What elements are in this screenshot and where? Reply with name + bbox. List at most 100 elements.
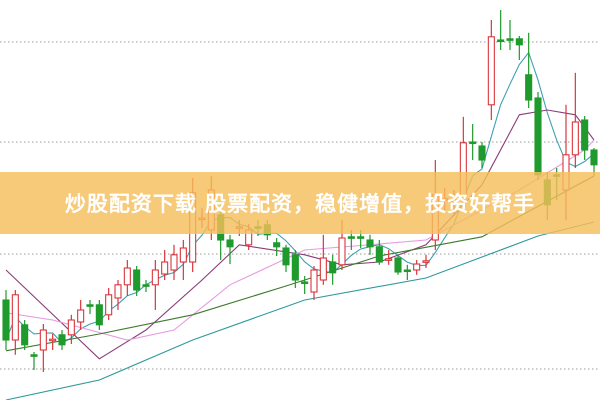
candle-body xyxy=(77,309,85,323)
candle xyxy=(142,280,150,292)
candle-body xyxy=(338,237,346,266)
candle-body xyxy=(291,254,299,281)
candle xyxy=(581,116,589,160)
candle-body xyxy=(49,338,57,342)
candle xyxy=(30,352,38,370)
candle-body xyxy=(226,239,234,248)
candle xyxy=(366,234,374,255)
candle-body xyxy=(469,141,477,145)
candle xyxy=(310,266,318,300)
candle xyxy=(301,276,309,294)
candle-body xyxy=(329,261,337,274)
candle xyxy=(161,250,169,280)
ma5-line xyxy=(5,51,595,344)
candle xyxy=(11,290,19,355)
candle-body xyxy=(301,281,309,285)
candle-body xyxy=(506,38,514,41)
candle xyxy=(114,280,122,310)
candle xyxy=(133,266,141,296)
candle-body xyxy=(497,39,505,43)
candle-body xyxy=(413,263,421,271)
candle xyxy=(151,260,159,310)
candle xyxy=(282,244,290,272)
candle xyxy=(39,324,47,372)
candle xyxy=(487,20,495,120)
candle-body xyxy=(282,247,290,266)
candle xyxy=(95,300,103,330)
promo-banner: 炒股配资下载 股票配资，稳健增值，投资好帮手 xyxy=(0,172,600,234)
candle-body xyxy=(571,121,579,156)
candle xyxy=(394,254,402,275)
candle-body xyxy=(534,97,542,176)
ma10-line xyxy=(5,109,595,360)
candle-body xyxy=(310,269,318,293)
candle xyxy=(2,290,10,350)
candle-body xyxy=(133,269,141,291)
candle-body xyxy=(385,258,393,261)
candle xyxy=(67,314,75,344)
candle-body xyxy=(67,319,75,336)
ma60-line xyxy=(5,221,595,400)
banner-text: 炒股配资下载 股票配资，稳健增值，投资好帮手 xyxy=(64,192,536,216)
candle xyxy=(105,288,113,320)
candle xyxy=(179,240,187,280)
candle xyxy=(21,320,29,350)
candle-body xyxy=(525,74,533,101)
candle-body xyxy=(39,329,47,351)
candle-body xyxy=(581,119,589,151)
candle-body xyxy=(478,145,486,161)
candle xyxy=(571,72,579,168)
candle-body xyxy=(319,257,327,281)
candle xyxy=(497,10,505,50)
candle-body xyxy=(11,294,19,341)
candle-body xyxy=(2,299,10,341)
candle xyxy=(375,240,383,265)
candle-body xyxy=(21,324,29,346)
candle-body xyxy=(515,38,523,46)
candle-body xyxy=(114,284,122,299)
ma20-line xyxy=(5,139,595,341)
ma30-line xyxy=(5,175,595,352)
candle xyxy=(506,20,514,50)
candle-body xyxy=(422,260,430,263)
candle-body xyxy=(366,239,374,248)
candle-body xyxy=(58,334,66,346)
candle-body xyxy=(347,236,355,239)
candle xyxy=(525,32,533,108)
candle xyxy=(77,300,85,330)
candle-body xyxy=(375,246,383,263)
candle xyxy=(49,334,57,350)
candle-body xyxy=(487,36,495,106)
candle xyxy=(422,254,430,268)
candle xyxy=(273,238,281,256)
candle-body xyxy=(86,304,94,307)
candle xyxy=(478,142,486,168)
candle xyxy=(413,260,421,275)
candle xyxy=(403,264,411,280)
candle xyxy=(291,250,299,288)
candle xyxy=(329,254,337,285)
candle xyxy=(534,92,542,180)
candle xyxy=(226,234,234,264)
candle-body xyxy=(590,149,598,166)
candle xyxy=(170,244,178,280)
candle xyxy=(319,234,327,285)
candle-body xyxy=(161,261,169,275)
candle-body xyxy=(142,284,150,287)
candle xyxy=(123,260,131,296)
candle-body xyxy=(403,269,411,273)
moving-average-lines xyxy=(5,51,595,400)
candle-body xyxy=(357,236,365,239)
candle xyxy=(86,300,94,314)
candle-body xyxy=(170,254,178,271)
candle xyxy=(385,250,393,265)
candle xyxy=(515,36,523,60)
candle-body xyxy=(105,294,113,316)
candle-body xyxy=(95,304,103,326)
candle-body xyxy=(151,269,159,286)
candle xyxy=(590,148,598,176)
candle-body xyxy=(179,247,187,263)
candle-body xyxy=(394,257,402,273)
candle xyxy=(58,330,66,350)
